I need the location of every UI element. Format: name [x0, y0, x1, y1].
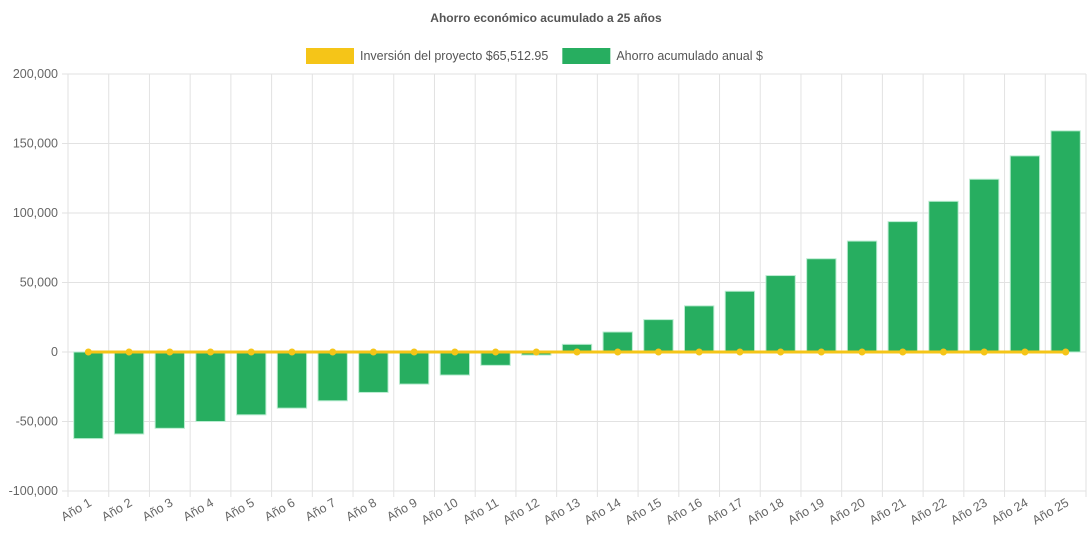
investment-point — [939, 348, 947, 356]
bar — [195, 351, 226, 422]
bar — [73, 351, 104, 440]
x-tick-label: Año 22 — [908, 495, 949, 527]
investment-point — [84, 348, 92, 356]
bar — [236, 351, 267, 416]
legend[interactable]: Inversión del proyecto $65,512.95 Ahorro … — [306, 48, 763, 64]
x-tick-label: Año 20 — [826, 495, 867, 527]
x-tick-label: Año 18 — [745, 495, 786, 527]
investment-point — [329, 348, 337, 356]
x-tick-label: Año 14 — [582, 495, 623, 527]
bar — [684, 305, 715, 353]
y-tick-label: 150,000 — [13, 137, 58, 151]
bar — [928, 200, 959, 353]
bar — [765, 275, 796, 353]
bar — [643, 319, 674, 353]
y-tick-label: 50,000 — [20, 276, 58, 290]
bar — [358, 351, 389, 393]
x-tick-label: Año 11 — [461, 495, 502, 526]
x-tick-label: Año 4 — [181, 495, 216, 523]
bar — [1050, 130, 1081, 353]
investment-point — [614, 348, 622, 356]
bar — [276, 351, 308, 409]
bar — [846, 240, 878, 353]
x-tick-label: Año 1 — [59, 495, 94, 523]
chart-title: Ahorro económico acumulado a 25 años — [430, 11, 662, 25]
bar — [317, 351, 348, 402]
bar — [113, 351, 145, 435]
y-tick-label: -100,000 — [9, 484, 58, 498]
bar — [154, 351, 185, 429]
investment-point — [980, 348, 988, 356]
x-tick-label: Año 5 — [221, 495, 256, 523]
investment-point — [288, 348, 296, 356]
x-tick-label: Año 3 — [140, 495, 175, 523]
x-tick-label: Año 2 — [99, 495, 134, 523]
x-tick-label: Año 8 — [344, 495, 379, 523]
x-tick-label: Año 19 — [786, 495, 827, 527]
investment-point — [695, 348, 703, 356]
x-tick-label: Año 6 — [262, 495, 297, 523]
y-tick-label: 200,000 — [13, 67, 58, 81]
x-tick-label: Año 24 — [989, 495, 1030, 527]
legend-swatch — [306, 48, 354, 64]
investment-point — [247, 348, 255, 356]
investment-point — [736, 348, 744, 356]
x-tick-label: Año 7 — [303, 495, 338, 523]
x-tick-label: Año 16 — [663, 495, 704, 527]
investment-point — [492, 348, 500, 356]
x-tick-label: Año 21 — [867, 495, 908, 527]
x-tick-label: Año 15 — [623, 495, 664, 527]
investment-point — [532, 348, 540, 356]
x-tick-label: Año 23 — [948, 495, 989, 527]
x-tick-label: Año 13 — [541, 495, 582, 527]
bar — [398, 351, 430, 385]
y-tick-label: 100,000 — [13, 206, 58, 220]
x-tick-label: Año 25 — [1030, 495, 1071, 527]
bar — [724, 290, 756, 353]
investment-point — [573, 348, 581, 356]
legend-label: Ahorro acumulado anual $ — [616, 49, 763, 63]
x-tick-label: Año 12 — [500, 495, 541, 527]
investment-point — [125, 348, 133, 356]
legend-swatch — [562, 48, 611, 64]
legend-label: Inversión del proyecto $65,512.95 — [360, 49, 548, 63]
investment-point — [1021, 348, 1029, 356]
y-tick-label: 0 — [51, 345, 58, 359]
bar — [1009, 155, 1041, 353]
investment-point — [858, 348, 866, 356]
investment-point — [410, 348, 418, 356]
investment-point — [369, 348, 377, 356]
x-tick-label: Año 10 — [419, 495, 460, 527]
investment-point — [777, 348, 785, 356]
bar — [806, 258, 837, 353]
investment-point — [817, 348, 825, 356]
x-tick-label: Año 17 — [704, 495, 745, 527]
y-tick-label: -50,000 — [16, 415, 58, 429]
investment-point — [1062, 348, 1070, 356]
investment-point — [899, 348, 907, 356]
investment-point — [166, 348, 174, 356]
investment-point — [207, 348, 215, 356]
bar — [887, 221, 918, 353]
x-tick-label: Año 9 — [384, 495, 419, 523]
investment-point — [451, 348, 459, 356]
bar — [969, 178, 1000, 353]
investment-point — [654, 348, 662, 356]
